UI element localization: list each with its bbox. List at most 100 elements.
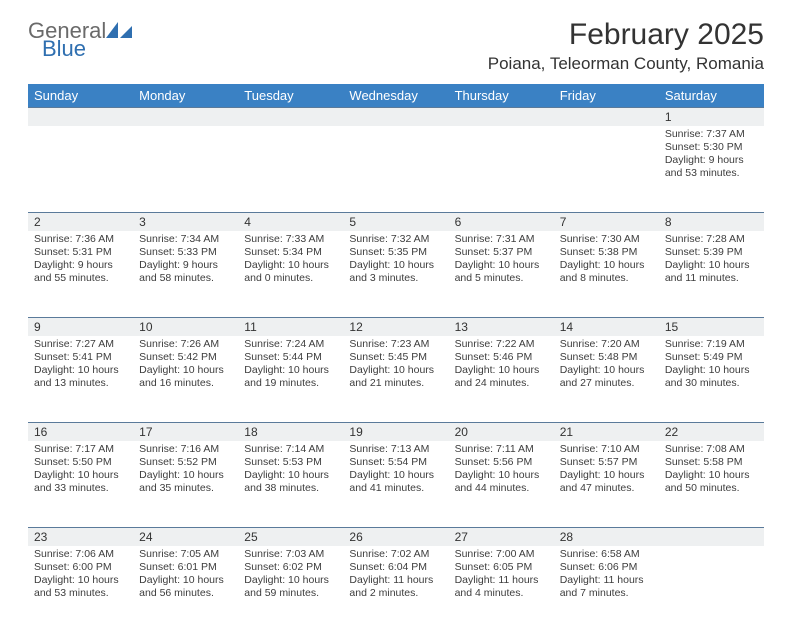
daylight-text-2: and 53 minutes.	[34, 587, 127, 600]
sunrise-text: Sunrise: 7:13 AM	[349, 443, 442, 456]
sunrise-text: Sunrise: 7:27 AM	[34, 338, 127, 351]
dow-fri: Friday	[554, 84, 659, 108]
daylight-text-2: and 59 minutes.	[244, 587, 337, 600]
day-number-cell: 6	[449, 213, 554, 232]
brand-line2: Blue	[42, 36, 86, 62]
day-number-cell: 28	[554, 528, 659, 547]
sunset-text: Sunset: 6:02 PM	[244, 561, 337, 574]
sunrise-text: Sunrise: 7:05 AM	[139, 548, 232, 561]
day-number-cell: 3	[133, 213, 238, 232]
daylight-text-1: Daylight: 10 hours	[139, 574, 232, 587]
day-cell: Sunrise: 7:34 AMSunset: 5:33 PMDaylight:…	[133, 231, 238, 318]
week-row: Sunrise: 7:06 AMSunset: 6:00 PMDaylight:…	[28, 546, 764, 632]
day-cell: Sunrise: 7:17 AMSunset: 5:50 PMDaylight:…	[28, 441, 133, 528]
day-number-cell	[659, 528, 764, 547]
day-cell: Sunrise: 7:20 AMSunset: 5:48 PMDaylight:…	[554, 336, 659, 423]
day-cell: Sunrise: 7:00 AMSunset: 6:05 PMDaylight:…	[449, 546, 554, 632]
day-cell: Sunrise: 7:19 AMSunset: 5:49 PMDaylight:…	[659, 336, 764, 423]
daylight-text-2: and 0 minutes.	[244, 272, 337, 285]
daynum-row: 232425262728	[28, 528, 764, 547]
day-cell: Sunrise: 7:27 AMSunset: 5:41 PMDaylight:…	[28, 336, 133, 423]
day-number-cell: 19	[343, 423, 448, 442]
sunrise-text: Sunrise: 7:22 AM	[455, 338, 548, 351]
day-cell: Sunrise: 7:13 AMSunset: 5:54 PMDaylight:…	[343, 441, 448, 528]
sunrise-text: Sunrise: 7:16 AM	[139, 443, 232, 456]
sunset-text: Sunset: 5:56 PM	[455, 456, 548, 469]
daylight-text-1: Daylight: 10 hours	[560, 364, 653, 377]
day-cell: Sunrise: 7:37 AMSunset: 5:30 PMDaylight:…	[659, 126, 764, 213]
calendar-page: General Blue February 2025 Poiana, Teleo…	[0, 0, 792, 642]
daylight-text-2: and 5 minutes.	[455, 272, 548, 285]
sunrise-text: Sunrise: 7:33 AM	[244, 233, 337, 246]
daylight-text-1: Daylight: 10 hours	[665, 259, 758, 272]
daylight-text-1: Daylight: 10 hours	[139, 469, 232, 482]
sunset-text: Sunset: 5:50 PM	[34, 456, 127, 469]
day-number-cell: 26	[343, 528, 448, 547]
daylight-text-2: and 4 minutes.	[455, 587, 548, 600]
sunrise-text: Sunrise: 7:34 AM	[139, 233, 232, 246]
day-cell: Sunrise: 7:33 AMSunset: 5:34 PMDaylight:…	[238, 231, 343, 318]
sunset-text: Sunset: 5:46 PM	[455, 351, 548, 364]
day-cell: Sunrise: 7:03 AMSunset: 6:02 PMDaylight:…	[238, 546, 343, 632]
sunrise-text: Sunrise: 7:00 AM	[455, 548, 548, 561]
sunset-text: Sunset: 5:35 PM	[349, 246, 442, 259]
sunset-text: Sunset: 5:38 PM	[560, 246, 653, 259]
day-number-cell: 20	[449, 423, 554, 442]
daylight-text-2: and 19 minutes.	[244, 377, 337, 390]
brand-logo: General Blue	[28, 18, 138, 62]
sunset-text: Sunset: 6:00 PM	[34, 561, 127, 574]
sunrise-text: Sunrise: 7:28 AM	[665, 233, 758, 246]
calendar-table: Sunday Monday Tuesday Wednesday Thursday…	[28, 84, 764, 632]
day-number-cell: 16	[28, 423, 133, 442]
sunset-text: Sunset: 5:48 PM	[560, 351, 653, 364]
sunset-text: Sunset: 5:33 PM	[139, 246, 232, 259]
day-number-cell: 15	[659, 318, 764, 337]
daylight-text-2: and 58 minutes.	[139, 272, 232, 285]
daylight-text-2: and 8 minutes.	[560, 272, 653, 285]
daylight-text-2: and 50 minutes.	[665, 482, 758, 495]
day-cell	[449, 126, 554, 213]
daylight-text-1: Daylight: 10 hours	[34, 574, 127, 587]
day-cell: Sunrise: 7:28 AMSunset: 5:39 PMDaylight:…	[659, 231, 764, 318]
daylight-text-2: and 56 minutes.	[139, 587, 232, 600]
day-number-cell: 23	[28, 528, 133, 547]
day-cell	[554, 126, 659, 213]
daylight-text-2: and 3 minutes.	[349, 272, 442, 285]
day-number-cell: 18	[238, 423, 343, 442]
day-cell	[659, 546, 764, 632]
dow-mon: Monday	[133, 84, 238, 108]
daylight-text-2: and 41 minutes.	[349, 482, 442, 495]
day-number-cell: 27	[449, 528, 554, 547]
daylight-text-2: and 30 minutes.	[665, 377, 758, 390]
daylight-text-1: Daylight: 10 hours	[560, 469, 653, 482]
day-number-cell	[133, 108, 238, 127]
daylight-text-2: and 13 minutes.	[34, 377, 127, 390]
sunrise-text: Sunrise: 7:08 AM	[665, 443, 758, 456]
day-cell: Sunrise: 7:08 AMSunset: 5:58 PMDaylight:…	[659, 441, 764, 528]
daylight-text-1: Daylight: 10 hours	[455, 364, 548, 377]
daylight-text-1: Daylight: 10 hours	[349, 469, 442, 482]
day-number-cell: 2	[28, 213, 133, 232]
daylight-text-2: and 38 minutes.	[244, 482, 337, 495]
daylight-text-2: and 35 minutes.	[139, 482, 232, 495]
daylight-text-2: and 55 minutes.	[34, 272, 127, 285]
header: General Blue February 2025 Poiana, Teleo…	[28, 18, 764, 74]
day-cell: Sunrise: 7:14 AMSunset: 5:53 PMDaylight:…	[238, 441, 343, 528]
daylight-text-2: and 21 minutes.	[349, 377, 442, 390]
calendar-body: 1 Sunrise: 7:37 AMSunset: 5:30 PMDayligh…	[28, 108, 764, 633]
day-number-cell: 4	[238, 213, 343, 232]
daylight-text-1: Daylight: 10 hours	[244, 469, 337, 482]
sunrise-text: Sunrise: 7:19 AM	[665, 338, 758, 351]
day-number-cell	[449, 108, 554, 127]
sunset-text: Sunset: 6:06 PM	[560, 561, 653, 574]
daylight-text-1: Daylight: 10 hours	[665, 469, 758, 482]
day-cell: Sunrise: 7:26 AMSunset: 5:42 PMDaylight:…	[133, 336, 238, 423]
daylight-text-1: Daylight: 10 hours	[455, 469, 548, 482]
sunrise-text: Sunrise: 7:30 AM	[560, 233, 653, 246]
day-number-cell: 5	[343, 213, 448, 232]
sunset-text: Sunset: 6:01 PM	[139, 561, 232, 574]
sunrise-text: Sunrise: 7:14 AM	[244, 443, 337, 456]
daylight-text-1: Daylight: 10 hours	[34, 364, 127, 377]
daylight-text-2: and 53 minutes.	[665, 167, 758, 180]
dow-thu: Thursday	[449, 84, 554, 108]
